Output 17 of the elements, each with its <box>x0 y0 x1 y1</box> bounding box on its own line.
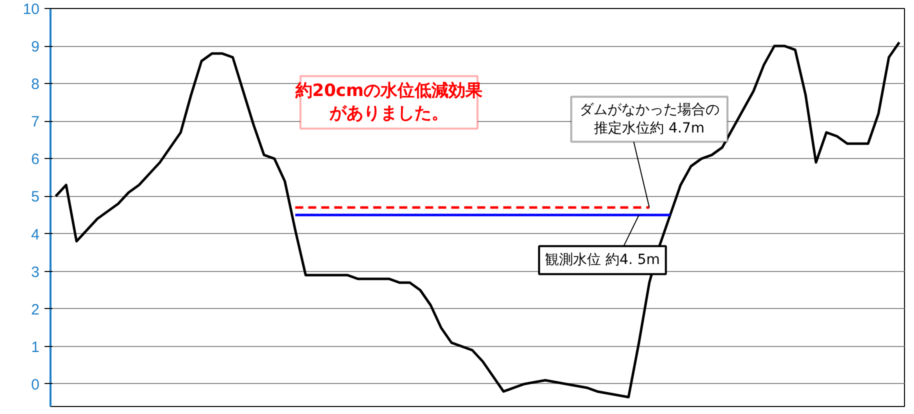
annotation: ダムがなかった場合の <box>579 102 720 118</box>
y-tick-label: 4 <box>31 226 40 244</box>
annotation: 観測水位 約4. 5m <box>545 252 660 268</box>
annotation: がありました。 <box>328 104 448 124</box>
y-tick-label: 5 <box>31 188 40 206</box>
annotation: 推定水位約 4.7m <box>594 120 705 137</box>
y-tick-label: 2 <box>31 301 40 318</box>
line-series <box>54 41 901 398</box>
y-tick-label: 3 <box>31 264 40 281</box>
y-tick-label: 10 <box>22 1 40 18</box>
y-tick-label: 6 <box>31 151 40 168</box>
y-tick-label: 9 <box>31 38 40 56</box>
y-tick-label: 8 <box>31 76 40 94</box>
annotation: 約20cmの水位低減効果 <box>294 81 484 102</box>
y-tick-label: 0 <box>31 376 40 394</box>
y-tick-label: 7 <box>31 114 40 131</box>
y-tick-label: 1 <box>31 338 40 356</box>
